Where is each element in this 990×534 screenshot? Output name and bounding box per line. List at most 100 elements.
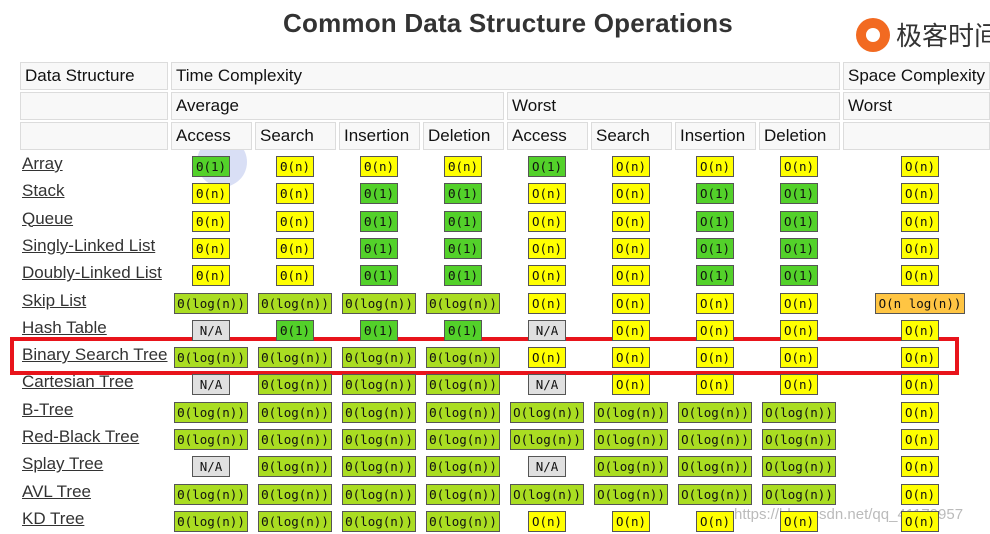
complexity-badge: O(n) [696,293,734,314]
complexity-badge: Θ(log(n)) [342,402,416,423]
complexity-badge: N/A [192,374,230,395]
row-label-hash-table[interactable]: Hash Table [22,317,107,337]
complexity-badge: O(1) [528,156,566,177]
header-blank [20,122,168,150]
complexity-badge: O(n) [901,402,939,423]
highlight-box [10,337,959,375]
brand-logo: 极客时间 [856,16,990,53]
row-label-red-black-tree[interactable]: Red-Black Tree [22,427,140,446]
complexity-badge: O(n) [901,374,939,395]
complexity-badge: Θ(n) [276,265,314,286]
complexity-badge: Θ(n) [276,183,314,204]
complexity-badge: Θ(log(n)) [174,347,248,368]
complexity-badge: O(n) [901,429,939,450]
complexity-badge: Θ(1) [360,265,398,286]
complexity-badge: N/A [528,320,566,341]
complexity-badge: Θ(log(n)) [342,511,416,532]
complexity-badge: O(n) [528,293,566,314]
complexity-badge: O(n) [528,347,566,368]
complexity-badge: O(n) [696,511,734,532]
complexity-badge: Θ(log(n)) [342,429,416,450]
complexity-badge: O(log(n)) [594,402,668,423]
complexity-badge: Θ(log(n)) [174,511,248,532]
header-op-access: Access [171,122,252,150]
complexity-badge: Θ(log(n)) [426,456,500,477]
row-label-doubly-linked-list[interactable]: Doubly-Linked List [22,263,162,283]
complexity-badge: Θ(log(n)) [258,402,332,423]
complexity-badge: Θ(log(n)) [174,293,248,314]
row-label-b-tree[interactable]: B-Tree [22,399,74,419]
complexity-badge: O(n) [612,347,650,368]
complexity-badge: Θ(n) [192,211,230,232]
complexity-badge: O(n) [612,156,650,177]
complexity-badge: O(n) [780,347,818,368]
complexity-badge: O(n) [528,211,566,232]
complexity-badge: O(n) [780,320,818,341]
complexity-badge: O(log(n)) [510,484,584,505]
complexity-badge: O(n) [612,265,650,286]
complexity-badge: O(n) [780,511,818,532]
complexity-badge: O(n) [901,511,939,532]
complexity-badge: O(1) [696,265,734,286]
complexity-badge: Θ(log(n)) [258,293,332,314]
complexity-badge: O(n) [696,347,734,368]
complexity-badge: Θ(log(n)) [174,429,248,450]
complexity-badge: Θ(log(n)) [258,347,332,368]
complexity-badge: Θ(log(n)) [258,429,332,450]
complexity-badge: O(n) [780,293,818,314]
complexity-badge: Θ(log(n)) [426,402,500,423]
complexity-badge: O(log(n)) [678,484,752,505]
row-label-skip-list[interactable]: Skip List [22,290,87,310]
complexity-badge: Θ(n) [444,156,482,177]
complexity-badge: Θ(log(n)) [426,511,500,532]
header-op-deletion: Deletion [423,122,504,150]
complexity-badge: O(n) [696,156,734,177]
brand-name: 极客时间 [896,22,990,52]
row-label-singly-linked-list[interactable]: Singly-Linked List [22,235,156,255]
row-label-cartesian-tree[interactable]: Cartesian Tree [22,372,134,392]
complexity-badge: Θ(log(n)) [342,456,416,477]
complexity-badge: O(1) [780,265,818,286]
complexity-badge: O(n) [901,456,939,477]
complexity-badge: Θ(log(n)) [426,347,500,368]
complexity-badge: Θ(n) [276,156,314,177]
row-label-avl-tree[interactable]: AVL Tree [22,481,91,501]
complexity-badge: Θ(1) [360,320,398,341]
complexity-badge: Θ(n) [192,183,230,204]
complexity-badge: O(n) [528,511,566,532]
header-blank [843,122,990,150]
row-label-array[interactable]: Array [22,154,63,173]
complexity-badge: O(n) [612,511,650,532]
complexity-badge: Θ(1) [444,238,482,259]
header-data-structure: Data Structure [20,62,168,90]
complexity-badge: Θ(1) [276,320,314,341]
complexity-badge: Θ(1) [444,211,482,232]
complexity-badge: O(n) [901,183,939,204]
row-label-binary-search-tree[interactable]: Binary Search Tree [22,345,168,365]
complexity-badge: O(n) [612,211,650,232]
complexity-badge: O(n log(n)) [875,293,965,314]
complexity-badge: Θ(1) [444,183,482,204]
complexity-badge: O(log(n)) [678,456,752,477]
complexity-badge: N/A [192,456,230,477]
complexity-badge: O(n) [528,183,566,204]
complexity-badge: O(log(n)) [762,402,836,423]
complexity-badge: O(log(n)) [594,484,668,505]
row-label-queue[interactable]: Queue [22,208,74,228]
row-label-stack[interactable]: Stack [22,181,65,201]
complexity-badge: N/A [192,320,230,341]
complexity-badge: Θ(log(n)) [174,484,248,505]
complexity-badge: Θ(log(n)) [258,484,332,505]
complexity-badge: Θ(n) [192,265,230,286]
complexity-badge: Θ(log(n)) [174,402,248,423]
complexity-badge: Θ(1) [360,238,398,259]
header-time-complexity: Time Complexity [171,62,840,90]
complexity-badge: O(log(n)) [762,429,836,450]
header-op-search: Search [591,122,672,150]
complexity-badge: Θ(1) [444,320,482,341]
row-label-kd-tree[interactable]: KD Tree [22,508,85,528]
complexity-badge: Θ(n) [360,156,398,177]
header-worst: Worst [507,92,840,120]
row-label-splay-tree[interactable]: Splay Tree [22,454,104,474]
complexity-badge: Θ(1) [360,211,398,232]
